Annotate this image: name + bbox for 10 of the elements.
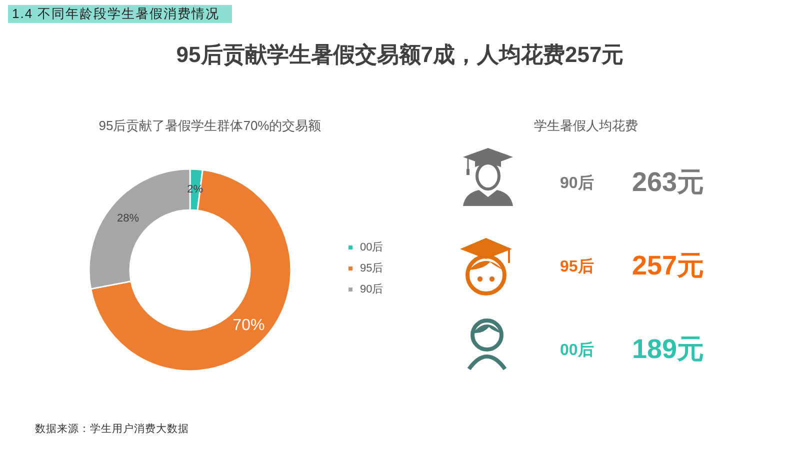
- text: 95后贡献学生暑假交易额7成，人均花费257元: [176, 42, 624, 68]
- data-label: 70%: [232, 317, 265, 334]
- legend-label: 00后: [360, 240, 384, 254]
- source-note: 数据来源：学生用户消费大数据: [35, 423, 189, 436]
- legend-label: 90后: [360, 282, 384, 296]
- text: 1.4 不同年龄段学生暑假消费情况: [8, 5, 232, 23]
- legend-label: 95后: [360, 262, 384, 274]
- donut-slice: [90, 169, 292, 372]
- data-label: 28%: [116, 212, 140, 225]
- chart-title: 95后贡献了暑假学生群体70%的交易额: [98, 118, 322, 134]
